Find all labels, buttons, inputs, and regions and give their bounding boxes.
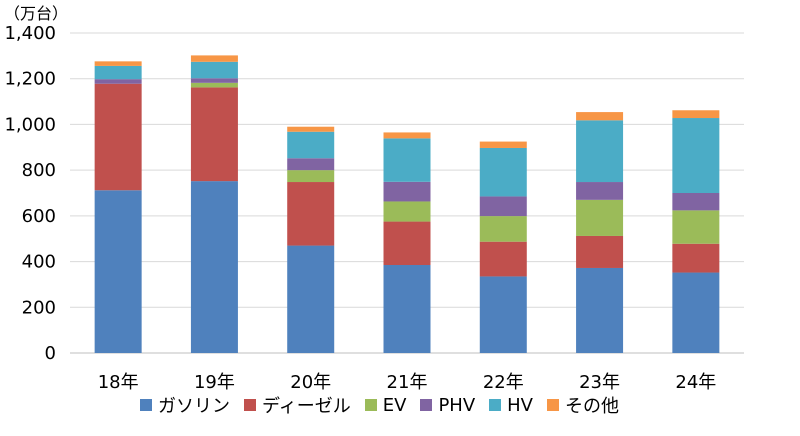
bar-segment — [94, 79, 142, 84]
bar-segment — [190, 82, 238, 88]
bar-segment — [94, 65, 142, 80]
y-tick-label: 1,000 — [4, 114, 56, 135]
bar-segment — [383, 201, 431, 222]
bar-segment — [287, 245, 335, 353]
bar-segment — [287, 182, 335, 246]
legend-swatch — [420, 399, 433, 411]
legend-item: ガソリン — [140, 392, 230, 418]
bar-segment — [383, 138, 431, 182]
legend-item: その他 — [547, 392, 619, 418]
legend-swatch — [547, 399, 559, 411]
x-tick-label: 23年 — [579, 372, 620, 393]
bar-segment — [287, 158, 335, 171]
bar-segment — [94, 61, 142, 66]
bar-segment — [190, 61, 238, 79]
legend-label: ディーゼル — [262, 396, 351, 417]
y-tick-label: 600 — [22, 206, 56, 227]
bar-segment — [576, 235, 624, 268]
bar-segment — [672, 110, 720, 119]
bar-segment — [383, 132, 431, 139]
legend: ガソリン ディーゼル EV PHV HV その他 — [140, 392, 619, 418]
bar-segment — [479, 216, 527, 242]
y-tick-label: 800 — [22, 160, 56, 181]
bar-segment — [383, 221, 431, 265]
bar-segment — [576, 120, 624, 183]
legend-label: HV — [507, 394, 533, 416]
bar-segment — [190, 181, 238, 353]
x-tick-label: 20年 — [290, 372, 331, 393]
legend-label: ガソリン — [158, 396, 230, 417]
legend-item: ディーゼル — [244, 392, 351, 418]
bar-segment — [576, 182, 624, 200]
unit-label: （万台） — [4, 4, 68, 23]
bar-segment — [287, 126, 335, 132]
legend-item: EV — [364, 394, 407, 416]
bar-segment — [94, 83, 142, 191]
x-tick-label: 21年 — [387, 372, 428, 393]
bar-segment — [383, 181, 431, 202]
x-tick-label: 24年 — [675, 372, 716, 393]
bar-segment — [190, 78, 238, 83]
y-tick-label: 1,400 — [4, 23, 56, 44]
bar-segment — [672, 210, 720, 244]
y-tick-label: 0 — [45, 343, 56, 364]
legend-swatch — [364, 399, 377, 411]
legend-swatch — [489, 399, 502, 411]
bar-segment — [576, 112, 624, 121]
legend-label: PHV — [438, 394, 476, 416]
bar-segment — [287, 131, 335, 159]
bar-segment — [479, 276, 527, 353]
bar-segment — [383, 265, 431, 353]
y-tick-label: 200 — [22, 297, 56, 318]
bar-segment — [190, 55, 238, 62]
y-tick-label: 1,200 — [4, 69, 56, 90]
bar-segment — [672, 118, 720, 193]
legend-item: PHV — [420, 395, 475, 416]
legend-item: HV — [489, 395, 533, 416]
bar-segment — [576, 267, 624, 353]
legend-label: EV — [382, 394, 407, 416]
legend-swatch — [140, 399, 152, 411]
legend-swatch — [244, 399, 256, 411]
bar-segment — [672, 243, 720, 273]
x-tick-label: 18年 — [98, 372, 139, 393]
bar-segment — [672, 193, 720, 211]
bar-segment — [190, 87, 238, 182]
bar-segment — [479, 141, 527, 148]
bar-segment — [479, 196, 527, 217]
bar-segment — [287, 170, 335, 183]
y-tick-label: 400 — [22, 252, 56, 273]
bar-segment — [94, 190, 142, 353]
bar-segment — [576, 199, 624, 236]
bar-segment — [672, 272, 720, 353]
x-tick-label: 19年 — [194, 372, 235, 393]
legend-label: その他 — [565, 396, 619, 417]
x-tick-label: 22年 — [483, 372, 524, 393]
bar-segment — [479, 241, 527, 277]
bar-segment — [479, 147, 527, 197]
